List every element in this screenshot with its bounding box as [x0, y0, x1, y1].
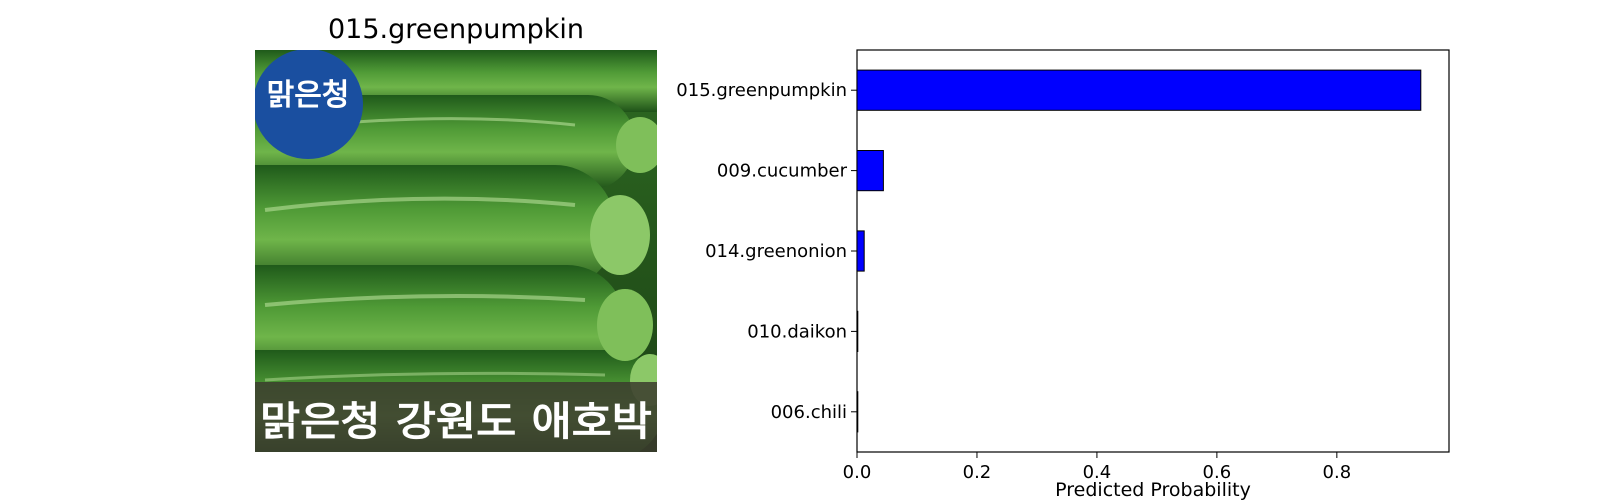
y-tick-label: 014.greenonion [705, 241, 847, 262]
brand-logo: 맑은청 [255, 50, 363, 159]
x-axis-label: Predicted Probability [1055, 479, 1251, 500]
x-tick-label: 0.6 [1203, 462, 1232, 483]
y-tick-label: 015.greenpumpkin [676, 80, 847, 101]
y-tick-label: 009.cucumber [717, 161, 848, 182]
zucchini-image: 맑은청 맑은청 강원도 애호박 [255, 50, 657, 452]
bar-010.daikon [856, 310, 859, 352]
x-tick-label: 0.8 [1323, 462, 1352, 483]
x-tick-label: 0.0 [843, 462, 872, 483]
banner-text: 맑은청 강원도 애호박 [260, 399, 652, 445]
bar-006.chili [856, 391, 859, 433]
y-tick-label: 010.daikon [747, 321, 847, 342]
bar-014.greenonion [856, 230, 865, 272]
logo-text: 맑은청 [267, 78, 350, 113]
bar-009.cucumber [856, 150, 884, 192]
image-title: 015.greenpumpkin [327, 14, 585, 45]
x-tick-label: 0.2 [963, 462, 992, 483]
product-photo: 맑은청 맑은청 강원도 애호박 [255, 50, 657, 452]
bar-015.greenpumpkin [856, 69, 1422, 111]
x-tick-label: 0.4 [1083, 462, 1112, 483]
y-tick-label: 006.chili [771, 402, 847, 423]
